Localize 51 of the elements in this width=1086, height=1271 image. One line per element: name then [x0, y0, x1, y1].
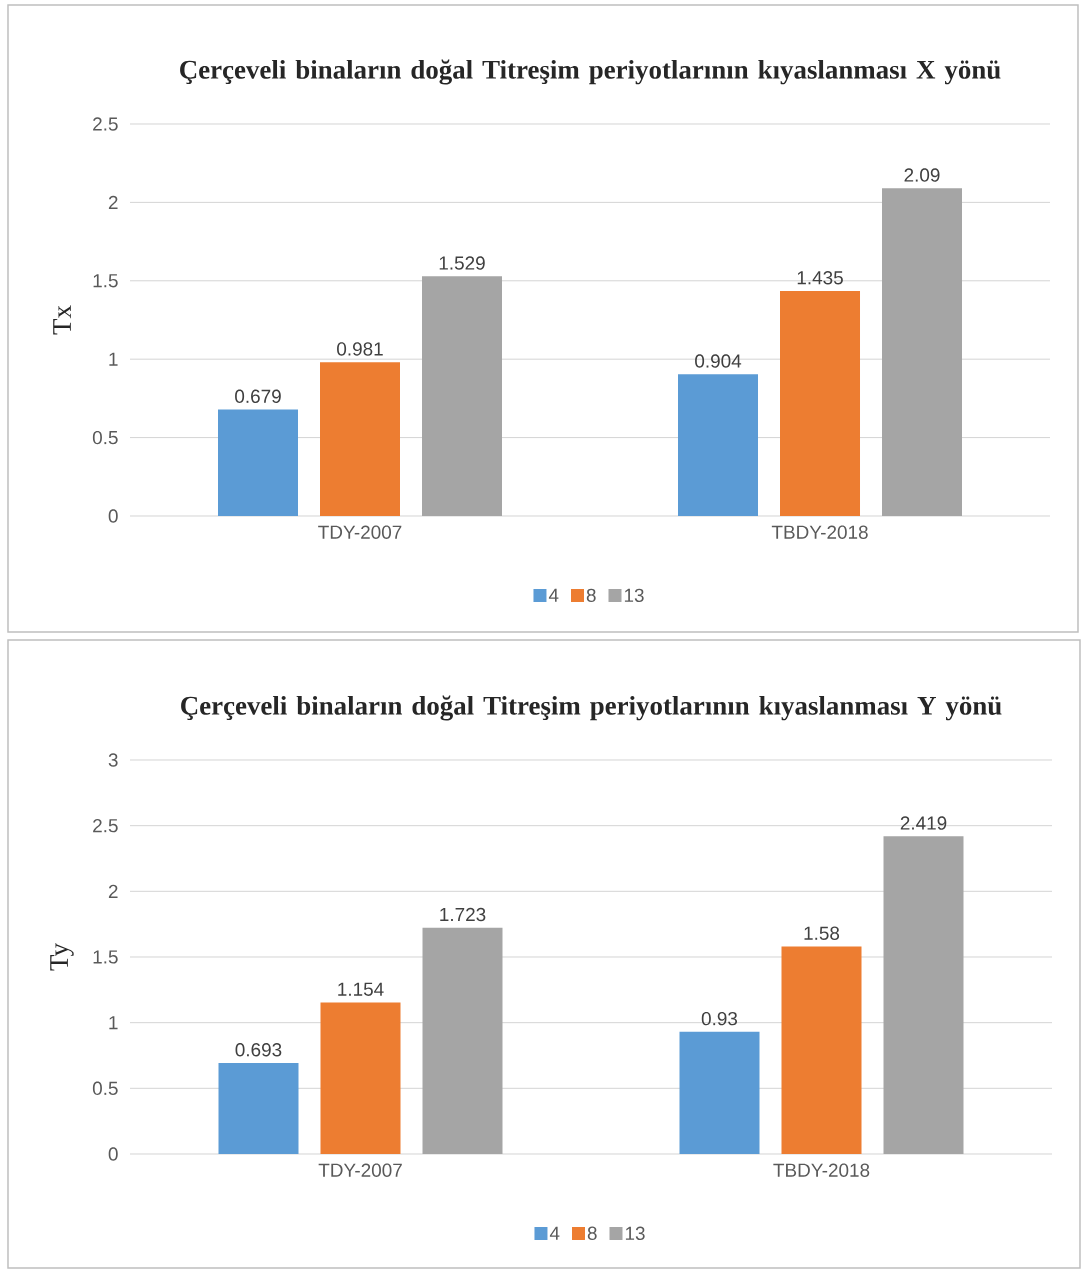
x-tick-label: TBDY-2018	[773, 1163, 870, 1177]
bar	[422, 276, 502, 516]
legend-label: 13	[625, 1226, 645, 1241]
bar	[218, 409, 298, 516]
y-tick-label: 2.5	[93, 117, 118, 131]
x-tick-label: TDY-2007	[318, 1163, 402, 1177]
legend-label: 4	[548, 588, 559, 602]
data-label: 0.679	[235, 389, 281, 403]
y-tick-label: 1.5	[93, 950, 118, 964]
y-tick-label: 3	[108, 753, 118, 767]
y-tick-label: 2.5	[93, 818, 118, 833]
bar	[678, 374, 758, 516]
bar	[320, 362, 400, 516]
y-tick-label: 0.5	[92, 1081, 118, 1096]
bar	[218, 1062, 299, 1154]
bar	[679, 1031, 760, 1154]
y-tick-label: 0.5	[92, 430, 118, 445]
y-tick-label: 2	[108, 884, 118, 898]
data-label: 2.419	[900, 816, 947, 830]
legend-label: 4	[549, 1226, 560, 1240]
bar	[780, 290, 861, 516]
x-tick-label: TBDY-2018	[771, 525, 868, 539]
bar	[320, 1002, 401, 1154]
bar	[883, 836, 964, 1154]
legend-label: 8	[587, 1226, 597, 1241]
legend-label: 13	[624, 588, 644, 603]
data-label: 1.435	[797, 271, 843, 285]
data-label: 0.904	[695, 354, 742, 368]
bar	[422, 927, 503, 1154]
data-label: 1.723	[440, 907, 486, 922]
legend-label: 8	[586, 588, 596, 603]
bar	[781, 946, 862, 1154]
y-tick-label: 0	[108, 1147, 118, 1161]
chart-title: Çerçeveli binaların doğal Titreşim periyotlarının kıyaslanması Y yönü	[181, 695, 1002, 721]
y-tick-label: 1	[109, 1016, 118, 1030]
data-label: 1.58	[804, 926, 840, 940]
x-tick-label: TDY-2007	[318, 525, 402, 539]
data-label: 1.529	[439, 256, 485, 270]
data-label: 0.93	[701, 1011, 738, 1026]
data-label: 0.693	[235, 1043, 282, 1057]
data-label: 1.154	[338, 982, 384, 996]
y-tick-label: 2	[108, 195, 118, 209]
y-axis-title: Tx	[53, 305, 71, 335]
y-tick-label: 0	[108, 509, 118, 523]
bar	[882, 188, 963, 516]
data-label: 0.981	[337, 342, 383, 356]
y-tick-label: 1	[109, 352, 118, 366]
y-tick-label: 1.5	[93, 274, 118, 288]
y-axis-title: Ty	[50, 943, 74, 971]
data-label: 2.09	[904, 168, 940, 182]
chart-title: Çerçeveli binaların doğal Titreşim periyotlarının kıyaslanması X yönü	[180, 59, 1001, 85]
